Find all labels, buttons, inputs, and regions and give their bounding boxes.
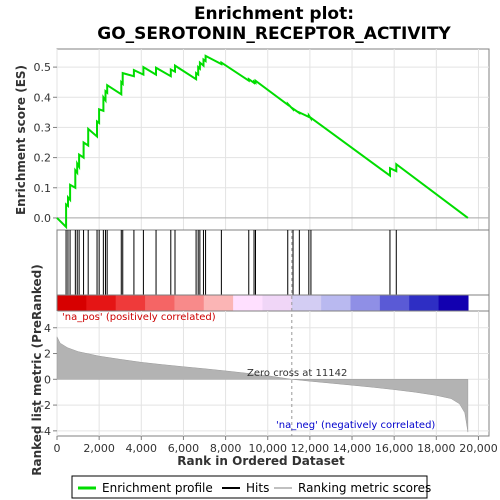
heatmap-segment [145, 295, 176, 311]
hits-panel [56, 229, 490, 296]
metric-tick-label: 0 [44, 373, 51, 386]
enrichment-profile-line [56, 54, 469, 230]
ranking-metric-area [56, 336, 469, 433]
es-panel: 0.0 0.1 0.2 0.3 0.4 0.5 [34, 48, 490, 231]
es-tick-label: 0.3 [34, 121, 52, 134]
heatmap-segment [350, 295, 381, 311]
x-tick-label: 16,000 [375, 442, 414, 455]
x-tick-label: 14,000 [333, 442, 372, 455]
es-tick-label: 0.0 [34, 212, 52, 225]
chart-title-line2: GO_SEROTONIN_RECEPTOR_ACTIVITY [97, 24, 451, 44]
metric-y-axis-label: Ranked list metric (PreRanked) [30, 264, 44, 476]
neg-correlated-label: 'na_neg' (negatively correlated) [276, 420, 435, 431]
heatmap-segment [379, 295, 410, 311]
metric-axis-ticks: -4 -2 0 2 4 [40, 322, 57, 438]
metric-tick-label: -2 [40, 399, 51, 412]
x-tick-label: 2,000 [83, 442, 115, 455]
heatmap-segment [321, 295, 352, 311]
ranked-heatmap-strip [57, 295, 469, 311]
heatmap-segment [115, 295, 146, 311]
es-gridlines [56, 49, 489, 230]
heatmap-segment [233, 295, 264, 311]
x-tick-label: 0 [54, 442, 61, 455]
legend-label: Enrichment profile [102, 481, 213, 495]
heatmap-segment [57, 295, 87, 311]
metric-tick-label: -4 [40, 425, 51, 438]
x-tick-label: 18,000 [417, 442, 456, 455]
es-axis-ticks: 0.0 0.1 0.2 0.3 0.4 0.5 [34, 61, 57, 225]
es-panel-frame [56, 48, 490, 231]
metric-tick-label: 4 [44, 322, 51, 335]
heatmap-segment [262, 295, 293, 311]
x-axis-ticks: 0 2,000 4,000 6,000 8,000 10,000 12,000 14,000 1… [54, 436, 498, 455]
heatmap-segment [86, 295, 117, 311]
legend: Enrichment profile Hits Ranking metric sco… [71, 475, 431, 499]
es-tick-label: 0.2 [34, 152, 52, 165]
es-tick-label: 0.1 [34, 182, 52, 195]
metric-tick-label: 2 [44, 348, 51, 361]
metric-panel: -4 -2 0 2 4 'na_pos' (positively correlated)… [40, 230, 490, 438]
x-tick-label: 8,000 [210, 442, 242, 455]
hit-markers [65, 230, 397, 295]
es-tick-label: 0.5 [34, 61, 52, 74]
heatmap-segment [291, 295, 322, 311]
es-tick-label: 0.4 [34, 91, 52, 104]
pos-correlated-label: 'na_pos' (positively correlated) [62, 312, 216, 323]
legend-items: Enrichment profile Hits Ranking metric sco… [78, 481, 431, 495]
x-axis-label: Rank in Ordered Dataset [177, 454, 345, 468]
x-tick-label: 12,000 [291, 442, 330, 455]
zero-cross-label: Zero cross at 11142 [247, 368, 347, 379]
heatmap-segment [409, 295, 440, 311]
es-y-axis-label: Enrichment score (ES) [14, 65, 28, 215]
legend-label: Ranking metric scores [298, 481, 431, 495]
heatmap-segment [203, 295, 234, 311]
heatmap-panel [56, 294, 490, 312]
chart-title-line1: Enrichment plot: [194, 4, 354, 24]
x-tick-label: 4,000 [126, 442, 158, 455]
legend-label: Hits [246, 481, 269, 495]
x-tick-label: 10,000 [248, 442, 287, 455]
x-tick-label: 6,000 [168, 442, 200, 455]
heatmap-segment [174, 295, 205, 311]
hits-panel-frame [56, 229, 490, 296]
legend-box [71, 475, 428, 499]
x-tick-label: 20,000 [459, 442, 498, 455]
heatmap-segment [438, 295, 469, 311]
